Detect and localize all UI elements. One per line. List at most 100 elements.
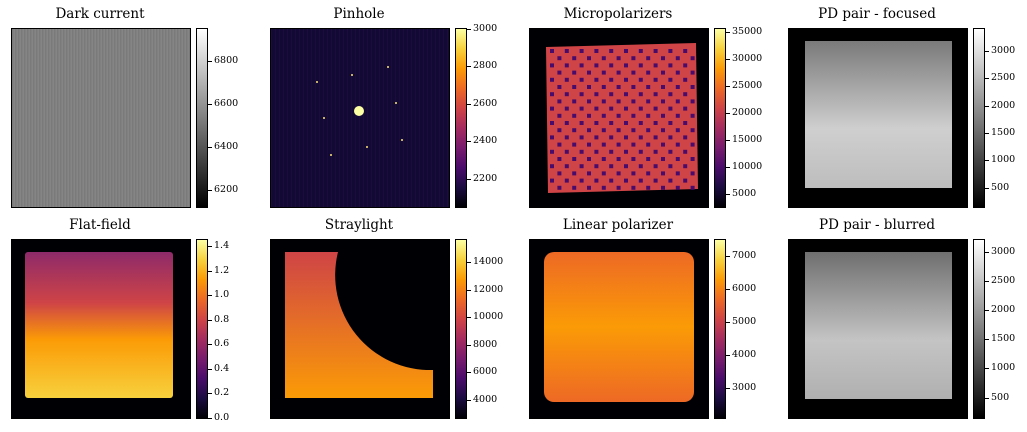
pinhole-heatmap	[271, 29, 449, 207]
micropolarizers-colorbar-tick	[726, 59, 730, 60]
linear-polarizer-colorbar-tick	[726, 388, 730, 389]
pd-pair-focused-colorbar	[973, 28, 985, 208]
straylight-colorbar-tick	[467, 317, 471, 318]
flat-field-colorbar-tick-label: 0.6	[214, 338, 230, 349]
linear-polarizer-colorbar-tick	[726, 355, 730, 356]
straylight-colorbar-tick-label: 10000	[473, 311, 504, 322]
straylight-colorbar-tick-label: 12000	[473, 284, 504, 295]
micropolarizers-colorbar-tick-label: 35000	[732, 26, 763, 37]
straylight-colorbar-tick	[467, 372, 471, 373]
pd-pair-blurred-colorbar-tick	[985, 398, 989, 399]
micropolarizers-colorbar-tick	[726, 194, 730, 195]
pd-pair-blurred-colorbar-tick	[985, 310, 989, 311]
pd-pair-blurred-colorbar-tick-label: 1500	[991, 333, 1016, 344]
flat-field-image	[11, 239, 191, 419]
flat-field-colorbar-tick-label: 1.2	[214, 265, 230, 276]
dark-current-colorbar-tick	[208, 190, 212, 191]
pinhole-colorbar-tick	[467, 141, 471, 142]
straylight-colorbar-tick	[467, 290, 471, 291]
pd-pair-focused-image	[788, 28, 968, 208]
pd-pair-focused-colorbar-tick	[985, 51, 989, 52]
linear-polarizer-heatmap	[530, 240, 708, 418]
micropolarizers-colorbar	[714, 28, 726, 208]
dark-current-heatmap	[12, 29, 190, 207]
flat-field-colorbar	[196, 239, 208, 419]
linear-polarizer-colorbar-tick	[726, 322, 730, 323]
linear-polarizer-colorbar-tick	[726, 256, 730, 257]
pd-pair-blurred-title: PD pair - blurred	[819, 217, 935, 233]
pinhole-colorbar-tick-label: 3000	[473, 23, 498, 34]
micropolarizers-colorbar-tick	[726, 86, 730, 87]
flat-field-heatmap	[12, 240, 190, 418]
micropolarizers-title: Micropolarizers	[563, 6, 673, 22]
pd-pair-focused-colorbar-tick-label: 1500	[991, 127, 1016, 138]
pd-pair-blurred-colorbar-tick-label: 2000	[991, 304, 1016, 315]
pinhole-colorbar-tick	[467, 66, 471, 67]
pd-pair-blurred-heatmap	[789, 240, 967, 418]
flat-field-colorbar-tick	[208, 320, 212, 321]
pd-pair-focused-colorbar-tick-label: 1000	[991, 154, 1016, 165]
flat-field-colorbar-tick-label: 0.2	[214, 387, 230, 398]
pd-pair-blurred-colorbar-tick	[985, 368, 989, 369]
pd-pair-focused-colorbar-tick	[985, 78, 989, 79]
dark-current-title: Dark current	[55, 6, 145, 22]
pd-pair-focused-colorbar-tick	[985, 133, 989, 134]
pd-pair-blurred-colorbar-tick	[985, 281, 989, 282]
linear-polarizer-colorbar-tick-label: 5000	[732, 316, 757, 327]
pinhole-colorbar-tick-label: 2600	[473, 98, 498, 109]
pd-pair-focused-colorbar-tick	[985, 188, 989, 189]
pinhole-colorbar-tick-label: 2800	[473, 60, 498, 71]
pd-pair-blurred-colorbar-tick-label: 1000	[991, 362, 1016, 373]
pd-pair-blurred-colorbar-tick-label: 2500	[991, 275, 1016, 286]
straylight-colorbar-tick	[467, 345, 471, 346]
dark-current-colorbar-tick	[208, 104, 212, 105]
pinhole-colorbar-tick-label: 2200	[473, 173, 498, 184]
micropolarizers-colorbar-tick-label: 15000	[732, 134, 763, 145]
pd-pair-blurred-colorbar	[973, 239, 985, 419]
flat-field-colorbar-tick	[208, 369, 212, 370]
pd-pair-blurred-colorbar-tick-label: 500	[991, 392, 1010, 403]
straylight-colorbar-tick-label: 8000	[473, 339, 498, 350]
pd-pair-focused-title: PD pair - focused	[818, 6, 936, 22]
pd-pair-blurred-colorbar-tick	[985, 339, 989, 340]
micropolarizers-colorbar-tick	[726, 140, 730, 141]
dark-current-colorbar-tick-label: 6200	[214, 184, 239, 195]
pd-pair-blurred-image	[788, 239, 968, 419]
straylight-colorbar-tick	[467, 400, 471, 401]
pd-pair-focused-colorbar-tick	[985, 106, 989, 107]
micropolarizers-colorbar-tick-label: 25000	[732, 80, 763, 91]
straylight-heatmap	[271, 240, 449, 418]
micropolarizers-colorbar-tick-label: 10000	[732, 161, 763, 172]
pd-pair-focused-heatmap	[789, 29, 967, 207]
micropolarizers-colorbar-tick	[726, 32, 730, 33]
pinhole-colorbar-tick	[467, 104, 471, 105]
flat-field-colorbar-tick-label: 1.0	[214, 289, 230, 300]
flat-field-colorbar-tick	[208, 393, 212, 394]
straylight-colorbar	[455, 239, 467, 419]
flat-field-colorbar-tick-label: 0.4	[214, 363, 230, 374]
pd-pair-blurred-colorbar-tick-label: 3000	[991, 246, 1016, 257]
linear-polarizer-image	[529, 239, 709, 419]
linear-polarizer-colorbar-tick-label: 7000	[732, 250, 757, 261]
flat-field-colorbar-tick	[208, 344, 212, 345]
pd-pair-focused-colorbar-tick-label: 2000	[991, 100, 1016, 111]
micropolarizers-colorbar-tick	[726, 113, 730, 114]
micropolarizers-colorbar-tick	[726, 167, 730, 168]
pd-pair-blurred-colorbar-tick	[985, 252, 989, 253]
linear-polarizer-colorbar-tick	[726, 289, 730, 290]
straylight-colorbar-tick-label: 4000	[473, 394, 498, 405]
pinhole-colorbar	[455, 28, 467, 208]
micropolarizers-colorbar-tick-label: 5000	[732, 188, 757, 199]
straylight-colorbar-tick-label: 6000	[473, 366, 498, 377]
linear-polarizer-colorbar-tick-label: 4000	[732, 349, 757, 360]
linear-polarizer-title: Linear polarizer	[562, 217, 674, 233]
straylight-colorbar-tick-label: 14000	[473, 256, 504, 267]
pinhole-title: Pinhole	[333, 6, 385, 22]
pd-pair-focused-colorbar-tick-label: 500	[991, 182, 1010, 193]
micropolarizers-image	[529, 28, 709, 208]
pd-pair-focused-colorbar-tick-label: 2500	[991, 72, 1016, 83]
dark-current-image	[11, 28, 191, 208]
pinhole-colorbar-tick	[467, 29, 471, 30]
linear-polarizer-colorbar	[714, 239, 726, 419]
flat-field-colorbar-tick-label: 0.8	[214, 314, 230, 325]
